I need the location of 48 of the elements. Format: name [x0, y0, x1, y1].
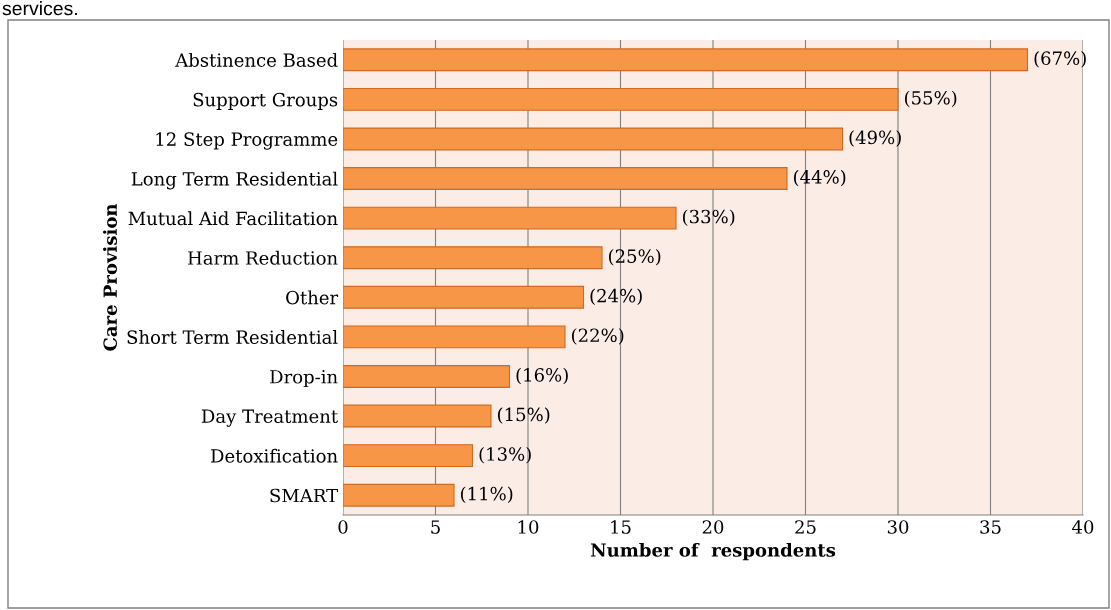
x-tick-label: 40	[1072, 520, 1094, 534]
x-axis-title: Number of respondents	[590, 542, 836, 561]
y-tick-label: Other	[286, 290, 339, 305]
y-tick-label: Mutual Aid Facilitation	[128, 211, 338, 226]
annotation: (25%)	[608, 248, 661, 266]
bar	[343, 246, 603, 270]
bar	[343, 404, 492, 428]
annotation: (15%)	[497, 407, 550, 424]
y-tick-label: Support Groups	[193, 92, 338, 110]
bar	[343, 167, 788, 190]
bar	[343, 285, 585, 309]
annotation: (13%)	[479, 446, 531, 464]
annotation: (24%)	[590, 288, 642, 306]
y-tick-label: SMART	[270, 488, 338, 503]
annotation: (49%)	[849, 130, 901, 147]
x-tick-label: 5	[431, 520, 440, 534]
x-tick-label: 20	[702, 520, 724, 534]
annotation: (55%)	[904, 90, 957, 108]
y-tick-label: Harm Reduction	[188, 250, 338, 265]
bar	[343, 87, 899, 111]
bar	[343, 483, 455, 507]
y-tick-label: Drop-in	[270, 370, 338, 388]
annotation: (67%)	[1034, 51, 1086, 68]
bar	[343, 127, 844, 151]
annotation: (44%)	[793, 169, 846, 187]
annotation: (33%)	[682, 209, 735, 226]
y-tick-label: Abstinence Based	[175, 52, 338, 67]
bar	[343, 325, 566, 349]
y-tick-label: Detoxification	[211, 448, 338, 463]
x-tick-label: 30	[887, 520, 909, 534]
x-tick-label: 15	[611, 520, 631, 534]
bar	[343, 206, 677, 230]
y-tick-label: Long Term Residential	[131, 171, 338, 190]
y-tick-label: Day Treatment	[201, 409, 338, 427]
bar	[343, 444, 474, 468]
x-tick-label: 25	[795, 520, 816, 534]
x-tick-label: 35	[980, 520, 1001, 534]
annotation: (11%)	[460, 486, 513, 503]
text: services.	[2, 1, 77, 16]
bar	[343, 365, 511, 388]
bar	[343, 48, 1029, 72]
x-tick-label: 0	[338, 520, 348, 534]
y-tick-label: 12 Step Programme	[156, 132, 338, 150]
annotation: (22%)	[571, 328, 624, 345]
annotation: (16%)	[516, 367, 568, 385]
y-axis-title: Care Provision	[103, 203, 118, 351]
x-tick-label: 10	[518, 520, 539, 534]
y-tick-label: Short Term Residential	[127, 330, 338, 344]
